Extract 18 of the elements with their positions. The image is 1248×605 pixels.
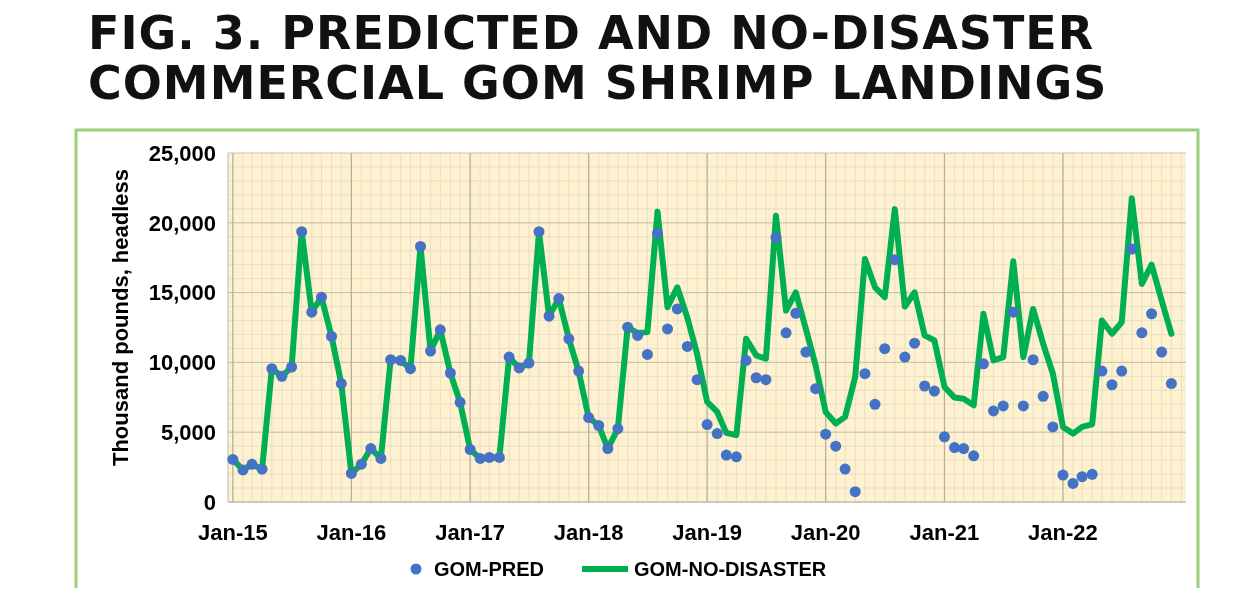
y-tick-label: 10,000: [148, 350, 216, 376]
x-tick-label: Jan-19: [672, 520, 743, 545]
x-tick-label: Jan-15: [198, 520, 268, 545]
y-tick-label: 25,000: [148, 140, 216, 166]
y-tick-label: 0: [203, 489, 216, 515]
y-axis-title: Thousand pounds, headless: [108, 168, 133, 467]
x-tick-label: Jan-16: [316, 520, 387, 545]
x-tick-label: Jan-20: [790, 520, 861, 545]
y-tick-label: 5,000: [160, 419, 216, 445]
x-tick-label: Jan-21: [909, 520, 980, 545]
x-tick-label: Jan-17: [435, 520, 506, 545]
legend-label: GOM-NO-DISASTER: [634, 558, 827, 580]
chart-title: FIG. 3. PREDICTED AND NO-DISASTER COMMERCIAL GOM SHRIMP LANDINGS: [88, 6, 1109, 110]
y-tick-label: 15,000: [148, 280, 216, 306]
x-tick-label: Jan-18: [553, 520, 624, 545]
y-tick-label: 20,000: [148, 210, 216, 236]
legend-label: GOM-PRED: [434, 558, 544, 580]
x-tick-label: Jan-22: [1028, 520, 1098, 545]
